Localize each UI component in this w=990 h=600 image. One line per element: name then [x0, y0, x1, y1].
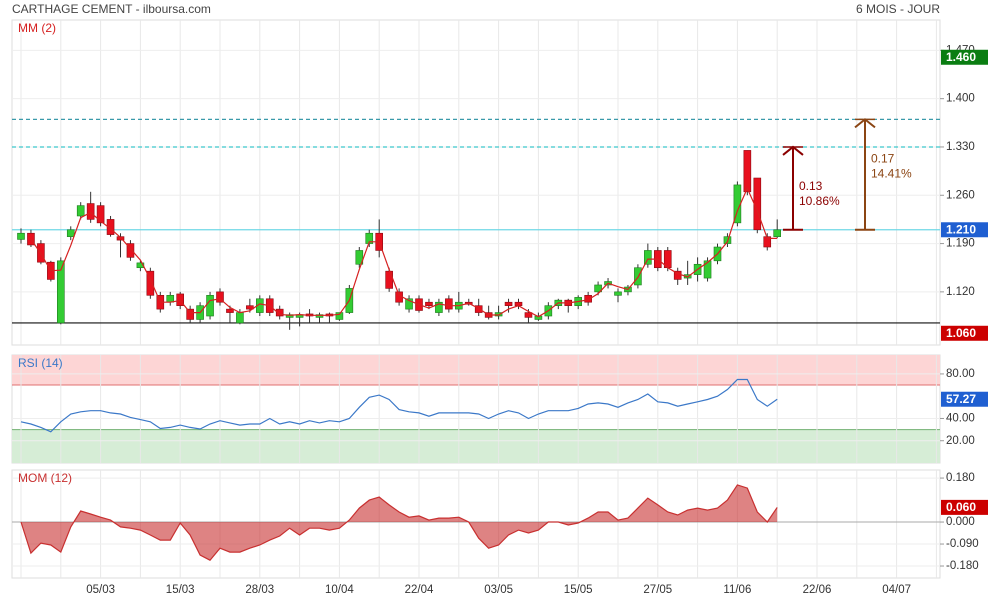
candle-body — [66, 229, 75, 237]
candle-body — [136, 262, 145, 269]
x-tick-label: 22/06 — [803, 584, 832, 596]
percent-label: 10.86% — [799, 194, 840, 208]
y-tick-label: 20.00 — [946, 435, 975, 447]
candle-body — [743, 150, 752, 193]
candle-body — [176, 293, 184, 306]
candle-body — [216, 291, 224, 303]
y-tick-label: 1.400 — [946, 93, 975, 105]
candle-body — [56, 260, 65, 324]
candle-body — [355, 250, 364, 265]
chart-title: CARTHAGE CEMENT - ilboursa.com — [12, 2, 211, 16]
zone — [12, 355, 940, 386]
series-line — [20, 378, 778, 433]
price-marker-label: 0.060 — [946, 500, 976, 514]
series-line — [30, 186, 778, 318]
candle-body — [494, 312, 503, 317]
candle-body — [335, 312, 344, 320]
x-tick-label: 11/06 — [723, 584, 751, 596]
area-line — [20, 484, 778, 561]
percent-label: 14.41% — [871, 167, 912, 181]
price-marker — [941, 391, 988, 407]
candle-body — [17, 232, 25, 240]
candle-body — [773, 229, 782, 237]
y-tick-label: 0.180 — [946, 472, 975, 484]
zone — [12, 429, 940, 463]
period: 6 MOIS - JOUR — [856, 2, 940, 16]
change-label: 0.13 — [799, 179, 823, 193]
x-tick-label: 28/03 — [245, 584, 274, 596]
x-tick-label: 10/04 — [325, 584, 354, 596]
y-tick-label: -0.090 — [946, 538, 979, 550]
candle-body — [106, 219, 115, 235]
y-tick-label: 1.330 — [946, 141, 975, 153]
candle-body — [246, 305, 254, 310]
candle-body — [445, 298, 453, 310]
price-marker-label: 57.27 — [946, 392, 976, 406]
candle-body — [524, 312, 533, 318]
candle-body — [644, 250, 652, 265]
candle-body — [226, 308, 234, 313]
x-tick-label: 22/04 — [405, 584, 434, 596]
candle-body — [315, 314, 324, 318]
y-tick-label: 1.190 — [946, 238, 975, 250]
candle-body — [584, 295, 592, 303]
price-marker — [941, 49, 988, 65]
x-tick-label: 05/03 — [86, 584, 115, 596]
candle-body — [614, 291, 622, 296]
price-marker-label: 1.460 — [946, 50, 976, 64]
y-tick-label: -0.180 — [946, 560, 979, 572]
candle-body — [126, 243, 135, 258]
y-tick-label: 0.000 — [946, 516, 975, 528]
y-tick-label: 1.120 — [946, 286, 975, 298]
y-tick-label: 40.00 — [946, 412, 975, 424]
price-marker — [941, 325, 988, 341]
legend-label: MM (2) — [18, 21, 56, 35]
candle-body — [285, 314, 294, 318]
candle-body — [425, 301, 433, 306]
candle-body — [96, 205, 105, 224]
x-tick-label: 03/05 — [484, 584, 513, 596]
x-tick-label: 27/05 — [643, 584, 672, 596]
change-label: 0.17 — [871, 152, 895, 166]
candle-body — [275, 308, 284, 317]
price-marker-label: 1.060 — [946, 326, 976, 340]
legend-label: RSI (14) — [18, 356, 63, 370]
x-tick-label: 15/05 — [564, 584, 593, 596]
price-marker — [941, 222, 988, 238]
candle-body — [594, 284, 602, 293]
price-marker-label: 1.210 — [946, 222, 976, 236]
x-tick-label: 15/03 — [166, 584, 195, 596]
y-tick-label: 1.260 — [946, 189, 975, 201]
candle-body — [206, 295, 214, 317]
y-tick-label: 80.00 — [946, 368, 975, 380]
candle-body — [76, 205, 85, 217]
candle-body — [385, 270, 393, 289]
candle-body — [703, 260, 712, 279]
candle-body — [236, 312, 244, 324]
panel-frame — [11, 19, 941, 346]
candle-body — [86, 203, 95, 220]
x-tick-label: 04/07 — [882, 584, 911, 596]
price-marker — [941, 499, 988, 515]
candle-body — [186, 308, 194, 320]
candle-body — [504, 301, 513, 306]
candle-body — [405, 298, 413, 310]
area-fill — [21, 484, 778, 561]
candle-body — [146, 270, 155, 296]
candle-body — [435, 301, 443, 313]
legend-label: MOM (12) — [18, 471, 72, 485]
